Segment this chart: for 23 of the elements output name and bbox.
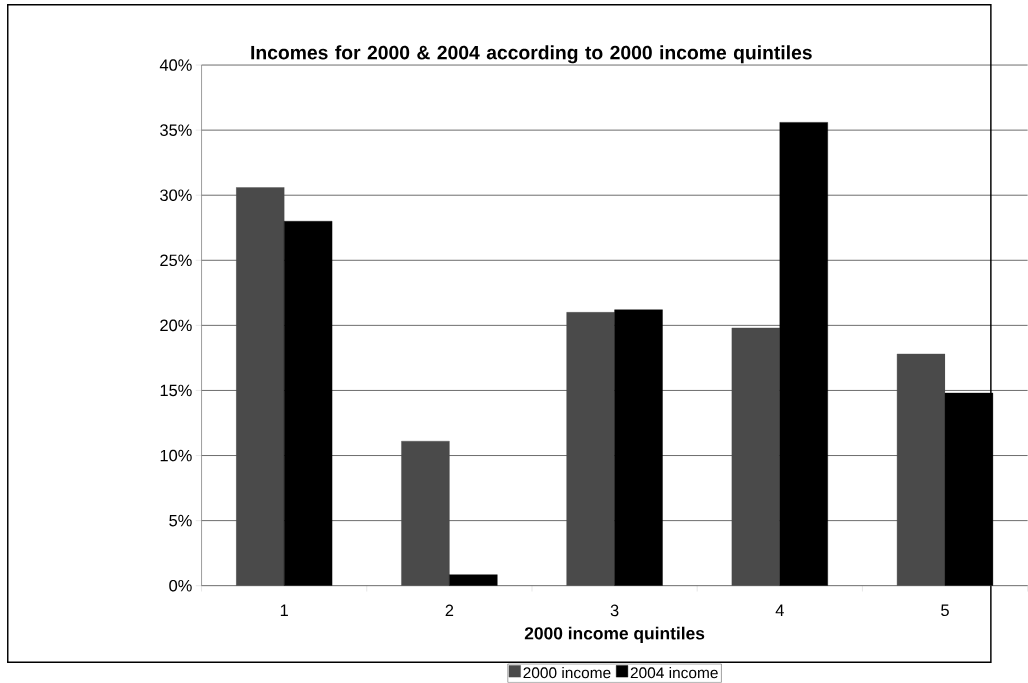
y-tick-label: 10% [160,449,192,462]
chart-title: Incomes for 2000 & 2004 according to 2000 income quintiles [251,45,812,64]
bar [731,327,780,586]
y-tick-label: 25% [160,254,192,267]
legend-label: 2000 income [523,667,611,679]
y-tick-label: 40% [159,59,192,72]
y-tick-label: 15% [160,384,192,397]
y-tick-label: 30% [160,189,192,202]
y-tick-label: 5% [169,515,192,527]
x-tick-label: 4 [775,604,784,617]
x-axis-title: 2000 income quintiles [524,626,705,644]
bar [896,354,946,586]
x-tick-label: 5 [941,604,949,617]
x-tick-label: 3 [610,604,619,617]
bar [566,312,615,586]
bar [401,441,450,586]
x-tick-label: 2 [445,604,454,617]
x-tick-label: 1 [280,604,288,617]
y-tick-label: 0% [169,580,192,592]
y-tick-label: 35% [160,124,192,137]
bar [236,187,285,586]
y-tick-label: 20% [160,319,192,332]
legend-label: 2004 income [630,667,718,679]
